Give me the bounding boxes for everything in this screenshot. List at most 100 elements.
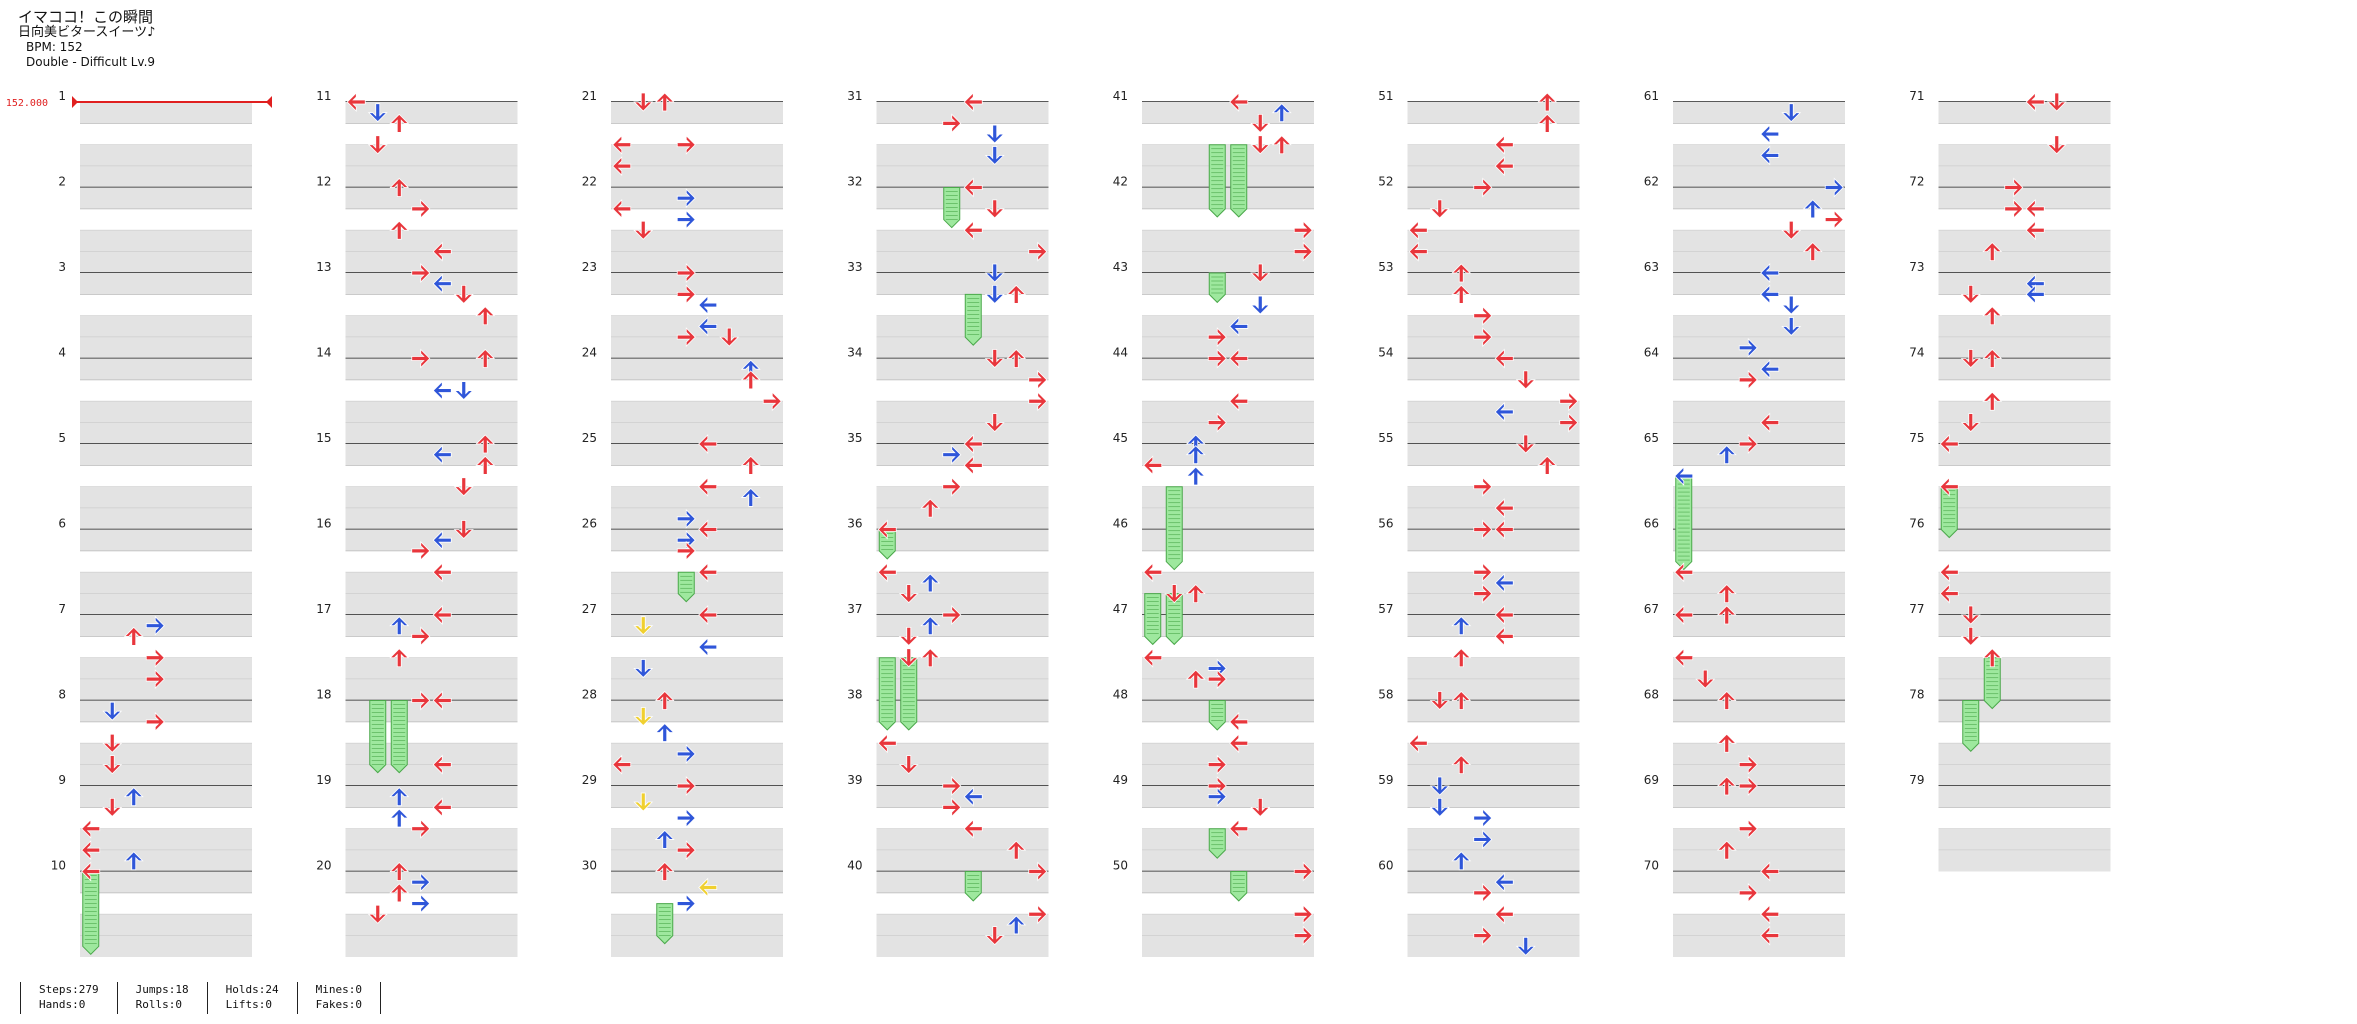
arrow-note [2004,177,2024,198]
measure-band [80,486,252,509]
measure-band [80,273,252,295]
measure-band [1407,764,1580,786]
arrow-note [1494,904,1514,925]
arrow-note [475,434,496,454]
measure-band [1142,786,1314,808]
measure-label: 37 [847,602,862,616]
arrow-note [1006,840,1027,860]
measure-label: 35 [847,431,862,445]
measure-band [611,230,783,252]
measure-band [80,187,252,209]
arrow-note [389,808,410,828]
measure-band [611,615,783,637]
arrow-note [1451,690,1472,710]
arrow-note [475,306,496,326]
hold-note [1208,828,1226,859]
arrow-note [1738,776,1758,796]
arrow-note [1293,904,1313,925]
arrow-note [1494,401,1514,422]
arrow-note [123,626,144,646]
measure-label: 43 [1113,260,1128,274]
measure-band [1673,850,1845,872]
arrow-note [698,316,718,337]
measure-band [80,401,252,423]
arrow-note [1250,263,1271,283]
arrow-note [633,659,654,679]
arrow-note [1408,733,1428,754]
measure-label: 70 [1644,859,1659,873]
measure-band [345,337,518,359]
measure-band [1938,828,2111,851]
song-header: イマココ！この瞬間 日向美ビタースイーツ♪ BPM: 152 Double - … [18,10,155,70]
arrow-note [453,477,474,497]
arrow-note [698,877,718,898]
arrow-note [81,861,101,882]
arrow-note [1250,135,1271,155]
arrow-note [2046,92,2067,112]
measure-band [1673,743,1845,765]
arrow-note [984,926,1005,946]
measure-band [1938,187,2111,209]
measure-band [80,315,252,338]
measure-label: 55 [1378,431,1393,445]
measure-band [611,764,783,786]
measure-band [1142,422,1314,444]
arrow-note [432,530,452,551]
arrow-note [1494,605,1514,625]
arrow-note [676,808,696,829]
arrow-note [920,498,941,518]
arrow-note [1250,797,1271,817]
measure-band [1407,315,1580,338]
arrow-note [740,487,761,507]
arrow-note [389,648,410,668]
arrow-note [1537,455,1558,475]
arrow-note [1473,177,1493,198]
measure-band [611,828,783,851]
measure-band [1407,743,1580,765]
arrow-note [432,380,452,401]
arrow-note [2025,273,2045,294]
measure-band [876,315,1049,338]
measure-band [80,529,252,551]
measure-label: 73 [1909,260,1924,274]
measure-label: 65 [1644,431,1659,445]
arrow-note [942,797,962,818]
measure-band [611,935,783,957]
arrow-note [1760,412,1780,433]
arrow-note [1494,134,1514,155]
measure-band [876,572,1049,594]
measure-band [345,273,518,295]
measure-label: 11 [316,89,331,103]
measure-band [1407,401,1580,423]
arrow-note [898,755,919,775]
arrow-note [984,413,1005,433]
measure-band [1142,679,1314,701]
measure-band [80,935,252,957]
arrow-note [1674,605,1694,625]
measure-band [1938,850,2111,872]
arrow-note [1939,562,1959,583]
measure-band [1407,871,1580,893]
measure-band [1407,273,1580,295]
measure-band [876,508,1049,530]
measure-band [80,251,252,273]
arrow-note [1738,434,1758,454]
arrow-note [920,616,941,636]
measure-band [1938,743,2111,765]
measure-band [80,615,252,637]
measure-band [876,743,1049,765]
measure-band [876,401,1049,423]
measure-label: 77 [1909,602,1924,616]
arrow-note [1760,263,1780,283]
measure-band [1938,486,2111,509]
measure-band [80,422,252,444]
arrow-note [676,327,696,348]
measure-band [1407,850,1580,872]
arrow-note [411,893,431,914]
arrow-note [411,690,431,711]
measure-label: 63 [1644,260,1659,274]
arrow-note [1760,925,1780,946]
measure-label: 34 [847,346,862,360]
measure-band [876,657,1049,680]
arrow-note [698,476,718,497]
